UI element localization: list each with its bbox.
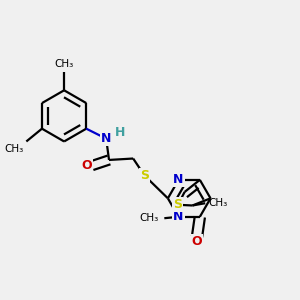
Text: H: H (115, 126, 126, 139)
Text: S: S (173, 198, 182, 211)
Text: O: O (82, 159, 92, 172)
Text: N: N (101, 132, 111, 145)
Text: N: N (173, 173, 184, 186)
Text: O: O (192, 235, 202, 248)
Text: CH₃: CH₃ (5, 144, 24, 154)
Text: S: S (140, 169, 149, 182)
Text: CH₃: CH₃ (140, 213, 159, 223)
Text: CH₃: CH₃ (55, 59, 74, 69)
Text: CH₃: CH₃ (208, 198, 228, 208)
Text: N: N (173, 210, 184, 223)
